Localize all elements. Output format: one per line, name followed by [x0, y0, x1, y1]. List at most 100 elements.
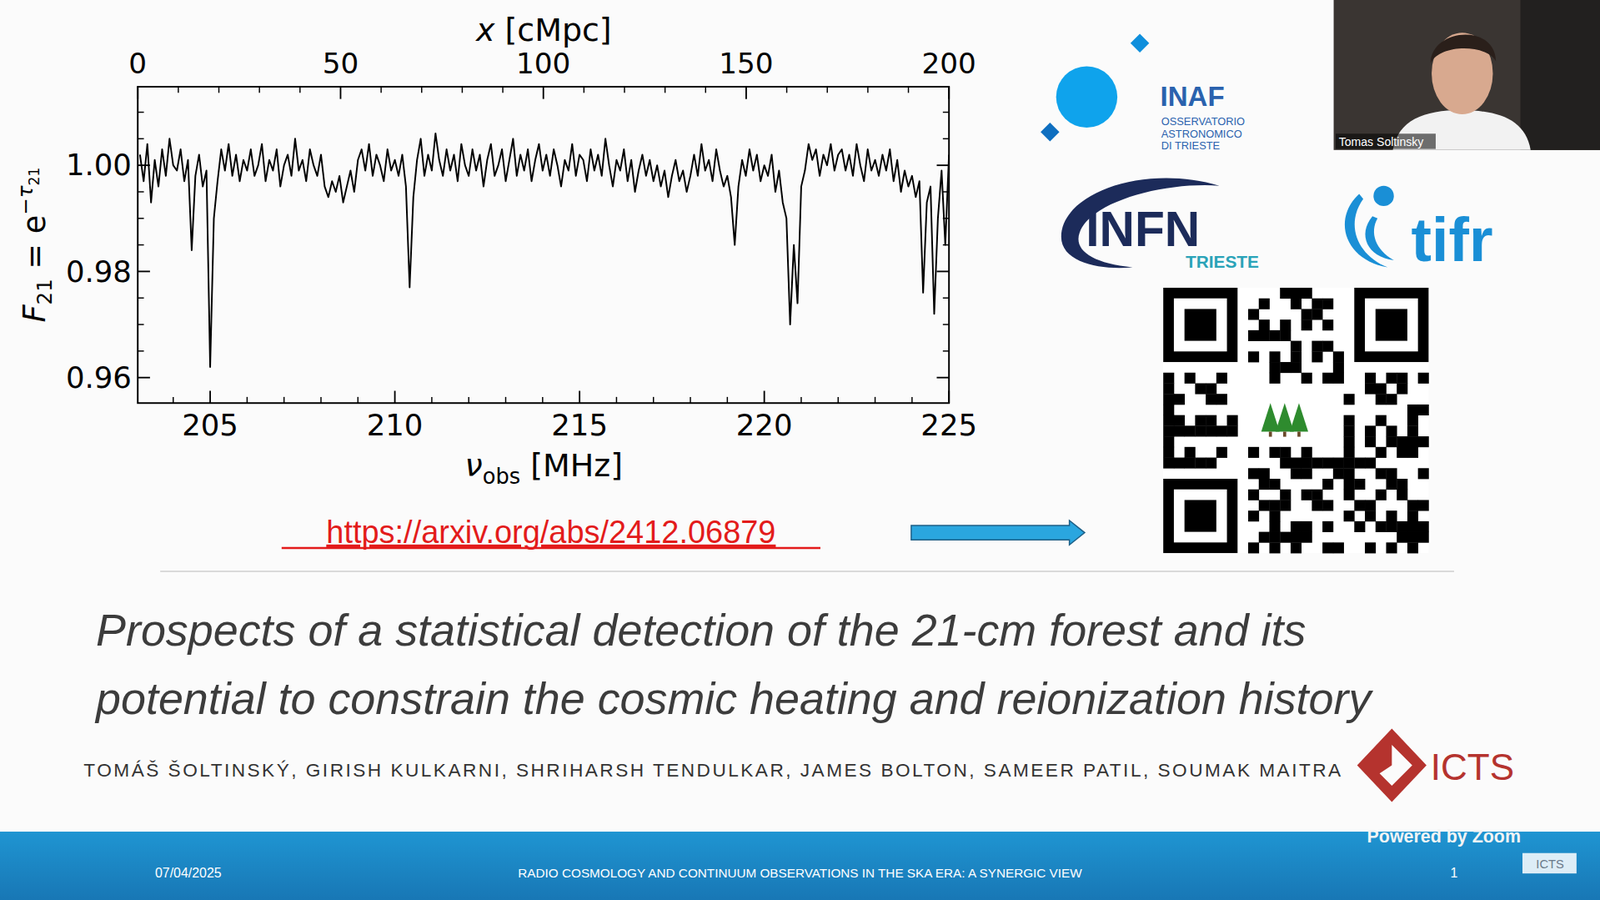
- qr-module: [1205, 415, 1217, 427]
- qr-module: [1216, 372, 1228, 384]
- qr-module: [1227, 415, 1239, 427]
- qr-module: [1205, 393, 1217, 405]
- axes: 2052102152202250501001502000.960.981.00ν…: [13, 11, 978, 489]
- qr-module: [1290, 341, 1302, 352]
- qr-module: [1385, 436, 1397, 447]
- qr-finder: [1163, 287, 1238, 362]
- x2-minor-tick: [827, 86, 828, 93]
- qr-module: [1375, 382, 1387, 394]
- qr-module: [1364, 425, 1376, 437]
- person-hair: [1430, 34, 1496, 63]
- qr-module: [1407, 510, 1419, 522]
- x-minor-tick: [320, 396, 322, 403]
- qr-module: [1258, 499, 1270, 511]
- qr-tree-trunk: [1268, 431, 1273, 437]
- qr-module: [1344, 457, 1355, 469]
- qr-module: [1418, 531, 1430, 543]
- x2-tick-label: 150: [718, 46, 773, 81]
- infn-name: INFN: [1085, 201, 1200, 256]
- x-tick: [763, 391, 766, 404]
- qr-module: [1311, 298, 1323, 310]
- qr-module: [1385, 393, 1397, 405]
- x2-axis-label-part: x: [475, 11, 496, 49]
- qr-module: [1385, 521, 1397, 532]
- x2-minor-tick: [380, 86, 382, 93]
- qr-module: [1322, 319, 1334, 331]
- qr-module: [1279, 531, 1291, 543]
- inaf-subtitle: OSSERVATORIO: [1161, 115, 1245, 128]
- qr-module: [1194, 382, 1206, 394]
- plot-frame: [137, 86, 949, 403]
- qr-module: [1173, 415, 1185, 427]
- qr-module: [1290, 541, 1302, 553]
- qr-module: [1322, 298, 1334, 310]
- x2-axis-label-part: [cMpc]: [494, 11, 612, 49]
- qr-module: [1216, 393, 1228, 405]
- x2-minor-tick: [177, 86, 179, 93]
- y-minor-tick: [137, 350, 144, 352]
- qr-module: [1268, 521, 1280, 532]
- qr-module: [1279, 457, 1291, 469]
- x2-minor-tick: [258, 86, 260, 93]
- x-axis-label-part: ν: [465, 446, 483, 484]
- qr-module: [1322, 499, 1334, 511]
- qr-module: [1344, 478, 1355, 490]
- qr-module: [1354, 521, 1365, 532]
- qr-module: [1311, 351, 1323, 362]
- x-minor-tick: [874, 396, 876, 403]
- qr-finder: [1173, 298, 1228, 352]
- qr-module: [1396, 489, 1408, 501]
- x-axis-label: νobs [MHz]: [465, 446, 623, 489]
- x-minor-tick: [505, 396, 507, 403]
- arrow: [911, 520, 1085, 545]
- qr-module: [1375, 489, 1387, 501]
- inaf-subtitle: ASTRONOMICO: [1161, 127, 1243, 141]
- x2-tick: [136, 86, 139, 100]
- qr-module: [1364, 541, 1376, 553]
- qr-module: [1344, 467, 1355, 479]
- qr-module: [1364, 457, 1376, 469]
- qr-module: [1407, 521, 1419, 532]
- qr-module: [1396, 436, 1408, 447]
- qr-module: [1364, 382, 1376, 394]
- x2-tick: [340, 86, 342, 100]
- qr-module: [1258, 319, 1270, 331]
- badge-bg: [1522, 852, 1577, 873]
- qr-module: [1344, 415, 1355, 427]
- qr-module: [1333, 372, 1345, 384]
- y-tick-right: [936, 376, 949, 379]
- qr-module: [1268, 351, 1280, 362]
- qr-module: [1184, 457, 1196, 469]
- x2-axis-label: x [cMpc]: [475, 11, 612, 49]
- qr-module: [1163, 393, 1174, 405]
- qr-module: [1248, 446, 1259, 458]
- qr-module: [1375, 467, 1387, 479]
- qr-module: [1194, 425, 1206, 437]
- footer-event: RADIO COSMOLOGY AND CONTINUUM OBSERVATIO…: [517, 865, 1083, 880]
- authors: TOMÁŠ ŠOLTINSKÝ, GIRISH KULKARNI, SHRIHA…: [83, 759, 1342, 781]
- qr-module: [1301, 287, 1313, 299]
- y-minor-tick-right: [942, 297, 949, 299]
- x-minor-tick: [172, 396, 174, 403]
- qr-module: [1290, 351, 1302, 362]
- paper-title: potential to constrain the cosmic heatin…: [94, 672, 1374, 723]
- x2-minor-tick: [583, 86, 585, 93]
- x-minor-tick: [689, 396, 691, 403]
- y-minor-tick: [137, 217, 144, 219]
- webcam-bg: [1334, 0, 1600, 151]
- y-minor-tick: [137, 138, 144, 140]
- qr-module: [1194, 457, 1206, 469]
- qr-module: [1258, 467, 1270, 479]
- qr-module: [1268, 372, 1280, 384]
- y-minor-tick-right: [942, 190, 949, 192]
- y-minor-tick-right: [942, 217, 949, 219]
- qr-module: [1301, 446, 1313, 458]
- x-minor-tick: [467, 396, 469, 403]
- icts-logo: ICTS: [1357, 727, 1515, 802]
- arxiv-link[interactable]: https://arxiv.org/abs/2412.06879: [326, 514, 776, 550]
- icts-diamond-cut: [1379, 744, 1413, 786]
- qr-module: [1418, 404, 1430, 416]
- qr-module: [1364, 436, 1376, 447]
- y-minor-tick-right: [942, 323, 949, 325]
- qr-module: [1407, 531, 1419, 543]
